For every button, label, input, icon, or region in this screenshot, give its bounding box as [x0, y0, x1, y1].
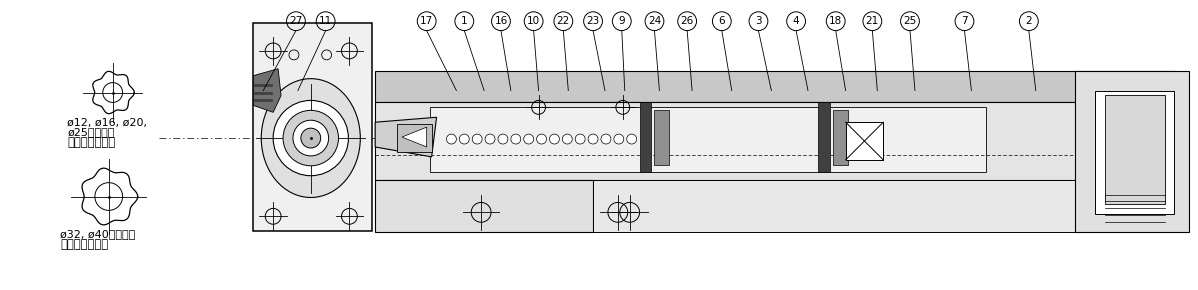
Circle shape [575, 134, 585, 144]
Text: 11: 11 [319, 16, 332, 26]
Circle shape [485, 134, 495, 144]
Circle shape [537, 134, 546, 144]
Circle shape [459, 134, 470, 144]
Circle shape [498, 134, 508, 144]
Bar [375, 180, 593, 232]
Circle shape [562, 134, 573, 144]
Circle shape [301, 128, 321, 148]
Text: 24: 24 [648, 16, 661, 26]
Text: ø12, ø16, ø20,: ø12, ø16, ø20, [67, 118, 147, 128]
Bar [818, 102, 830, 172]
Text: 26: 26 [680, 16, 694, 26]
Text: 27: 27 [289, 16, 303, 26]
Text: 3: 3 [755, 16, 762, 26]
Bar [430, 107, 986, 172]
Text: 23: 23 [587, 16, 600, 26]
Text: 6: 6 [719, 16, 725, 26]
Text: 22: 22 [557, 16, 570, 26]
Text: 4: 4 [793, 16, 799, 26]
Bar [397, 124, 431, 152]
Polygon shape [253, 69, 282, 112]
Bar [1095, 90, 1174, 214]
Text: 10: 10 [527, 16, 540, 26]
Circle shape [627, 134, 636, 144]
Circle shape [550, 134, 559, 144]
Bar [593, 180, 1150, 232]
Polygon shape [401, 127, 426, 147]
Text: ø25の場合の: ø25の場合の [67, 127, 115, 137]
Text: 7: 7 [961, 16, 968, 26]
Bar [654, 110, 670, 165]
Circle shape [588, 134, 598, 144]
Circle shape [601, 134, 611, 144]
Bar [375, 102, 1164, 180]
Text: ロッド断面形状: ロッド断面形状 [67, 136, 115, 149]
Text: 17: 17 [420, 16, 434, 26]
Circle shape [294, 120, 328, 156]
Text: 1: 1 [461, 16, 467, 26]
Circle shape [613, 134, 624, 144]
Bar [846, 122, 883, 160]
Text: 18: 18 [829, 16, 842, 26]
Ellipse shape [261, 79, 361, 197]
Bar [1076, 71, 1190, 232]
Circle shape [524, 134, 533, 144]
Bar [375, 71, 1174, 102]
Polygon shape [375, 117, 436, 157]
Bar [1105, 95, 1164, 204]
Circle shape [273, 100, 349, 176]
Text: 25: 25 [903, 16, 916, 26]
Text: 9: 9 [618, 16, 625, 26]
Text: 21: 21 [866, 16, 879, 26]
Circle shape [510, 134, 521, 144]
Bar [253, 23, 373, 231]
Text: ロッド断面形状: ロッド断面形状 [60, 238, 108, 251]
Text: ø32, ø40の場合の: ø32, ø40の場合の [60, 229, 135, 239]
Text: 16: 16 [495, 16, 508, 26]
Text: 2: 2 [1025, 16, 1033, 26]
Bar [640, 102, 652, 172]
Circle shape [283, 110, 339, 166]
Circle shape [447, 134, 456, 144]
Circle shape [472, 134, 482, 144]
Bar [833, 110, 848, 165]
